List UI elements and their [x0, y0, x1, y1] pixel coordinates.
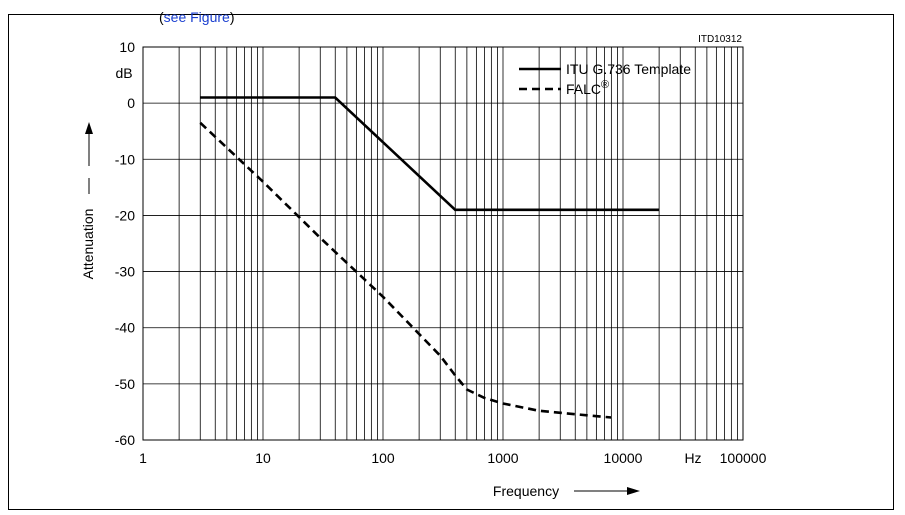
legend: ITU G.736 Template FALC® — [519, 61, 691, 97]
x-tick-label: 10000 — [604, 450, 643, 466]
x-tick-label: 100 — [371, 450, 395, 466]
legend-label-falc-registered: ® — [601, 79, 609, 91]
x-axis-title: Frequency — [493, 483, 640, 499]
x-tick-label: 100000 — [720, 450, 767, 466]
legend-label-falc-name: FALC — [566, 81, 601, 97]
tick-labels: 1 10 100 1000 10000 100000100-10-20-30-40-50-… — [115, 39, 767, 466]
legend-label-falc: FALC® — [566, 79, 609, 97]
y-axis-arrow-head — [85, 122, 93, 134]
y-tick-label: -50 — [115, 376, 135, 392]
y-tick-label: 0 — [127, 95, 135, 111]
series-line-itu-g736-template — [200, 96, 660, 212]
y-tick-label: -60 — [115, 432, 135, 448]
y-axis-label: Attenuation — [80, 209, 96, 280]
series-line-falc — [199, 121, 612, 419]
grid-layer — [143, 47, 743, 440]
y-axis-title: Attenuation — [80, 122, 96, 279]
figure-reference-link[interactable]: see Figure — [163, 9, 230, 25]
y-unit-label: dB — [115, 65, 132, 81]
figure-id: ITD10312 — [698, 34, 742, 45]
caption-open-paren: ( — [159, 9, 164, 25]
y-tick-label: -40 — [115, 320, 135, 336]
x-axis-label: Frequency — [493, 483, 559, 499]
x-tick-label: 1000 — [487, 450, 518, 466]
x-tick-label: 1 — [139, 450, 147, 466]
y-tick-label: -30 — [115, 264, 135, 280]
legend-label-itu: ITU G.736 Template — [566, 61, 691, 77]
caption-fragment: (see Figure) — [159, 9, 235, 25]
x-axis-arrow-head — [627, 487, 640, 495]
series-layer — [199, 96, 660, 419]
plot-frame — [142, 46, 744, 441]
x-tick-label: 10 — [255, 450, 271, 466]
x-unit-label: Hz — [684, 450, 701, 466]
y-tick-label: 10 — [119, 39, 135, 55]
y-tick-label: -20 — [115, 207, 135, 223]
figure-frame: (see Figure) — [8, 9, 894, 510]
y-tick-label: -10 — [115, 151, 135, 167]
caption-close-paren: ) — [229, 9, 235, 25]
